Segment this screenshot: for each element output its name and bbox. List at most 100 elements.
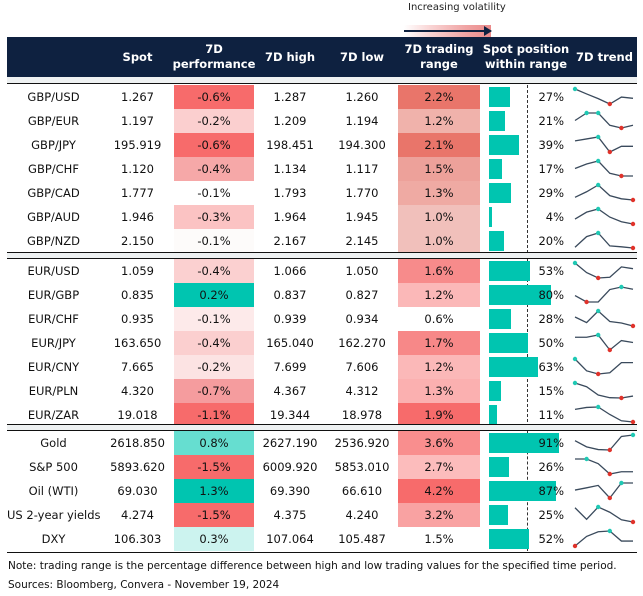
instrument-name: GBP/USD — [27, 90, 80, 104]
spot-value: 69.030 — [117, 484, 158, 498]
range-cell: 1.9% — [398, 403, 480, 427]
perf-cell: -0.4% — [174, 157, 254, 181]
low-value: 66.610 — [341, 484, 383, 498]
column-header: 7D trend — [576, 49, 633, 64]
trend-min-marker — [584, 299, 589, 305]
instrument-name: Gold — [40, 436, 67, 450]
perf-cell: -0.3% — [174, 205, 254, 229]
position-label: 50% — [538, 336, 564, 350]
trend-max-marker — [572, 380, 578, 386]
position-bar — [489, 231, 505, 251]
column-header: 7D trading range — [404, 42, 474, 71]
trend-line — [574, 286, 634, 303]
high-value: 198.451 — [266, 138, 314, 152]
trend-min-marker — [630, 519, 636, 525]
position-bar — [489, 405, 498, 425]
instrument-name: US 2-year yields — [7, 508, 101, 522]
column-header: Spot — [122, 49, 153, 64]
range-cell: 0.6% — [398, 307, 480, 331]
trend-sparkline — [572, 380, 634, 401]
trend-line — [574, 382, 634, 399]
range-cell: 1.3% — [398, 379, 480, 403]
range-cell: 1.6% — [398, 259, 480, 283]
section-separator — [7, 424, 637, 431]
table-row: EUR/USD 1.059 -0.4% 1.066 1.050 1.6% 53% — [7, 259, 637, 283]
position-label: 39% — [538, 138, 564, 152]
perf-cell: -0.1% — [174, 307, 254, 331]
trend-min-marker — [630, 419, 636, 425]
position-bar — [489, 309, 511, 329]
position-bar — [489, 207, 493, 227]
instrument-name: EUR/CHF — [28, 312, 79, 326]
trend-min-marker — [607, 101, 612, 107]
trend-max-marker — [596, 308, 601, 314]
trend-line — [575, 458, 633, 475]
table-row: GBP/CHF 1.120 -0.4% 1.134 1.117 1.5% 17% — [7, 157, 637, 181]
spot-value: 19.018 — [117, 408, 158, 422]
position-label: 4% — [545, 210, 564, 224]
position-label: 29% — [538, 186, 564, 200]
column-header: 7D performance — [172, 42, 256, 71]
trend-min-marker — [630, 245, 636, 251]
perf-cell: -1.5% — [174, 455, 254, 479]
column-header: 7D low — [339, 49, 385, 64]
low-value: 194.300 — [338, 138, 386, 152]
position-bar — [489, 457, 510, 477]
low-value: 1.117 — [345, 162, 379, 176]
position-label: 52% — [538, 532, 564, 546]
trend-min-marker — [596, 275, 601, 281]
instrument-name: EUR/GBP — [27, 288, 80, 302]
table-row: GBP/EUR 1.197 -0.2% 1.209 1.194 1.2% 21% — [7, 109, 637, 133]
perf-cell: -0.6% — [174, 133, 254, 157]
trend-sparkline — [574, 480, 633, 501]
trend-sparkline — [574, 230, 636, 251]
trend-line — [575, 334, 634, 351]
perf-cell: -1.1% — [174, 403, 254, 427]
range-cell: 1.5% — [398, 157, 480, 181]
range-cell: 1.0% — [398, 229, 480, 253]
position-bar — [489, 135, 520, 155]
trend-line — [574, 406, 634, 423]
table-row: EUR/ZAR 19.018 -1.1% 19.344 18.978 1.9% 11% — [7, 403, 637, 427]
trend-min-marker — [630, 323, 636, 329]
position-label: 53% — [538, 264, 564, 278]
position-label: 25% — [538, 508, 564, 522]
trend-line — [574, 530, 633, 547]
column-header: Spot position within range — [482, 42, 570, 71]
spot-value: 0.935 — [121, 312, 154, 326]
trend-sparkline — [572, 260, 634, 281]
position-bar — [489, 529, 530, 549]
footnote: Note: trading range is the percentage di… — [8, 560, 617, 572]
range-cell: 1.2% — [398, 283, 480, 307]
low-value: 1.260 — [345, 90, 379, 104]
low-value: 4.240 — [345, 508, 379, 522]
spot-value: 1.197 — [121, 114, 154, 128]
trend-line — [574, 160, 633, 177]
table-header: Spot 7D performance 7D high 7D low 7D tradin… — [7, 37, 637, 77]
spot-value: 1.946 — [121, 210, 154, 224]
high-value: 165.040 — [266, 336, 314, 350]
perf-cell: 0.8% — [174, 431, 254, 455]
high-value: 6009.920 — [262, 460, 318, 474]
trend-min-marker — [630, 197, 636, 203]
sources: Sources: Bloomberg, Convera - November 1… — [8, 579, 280, 591]
trend-min-marker — [619, 395, 624, 401]
trend-sparkline — [572, 528, 633, 549]
position-bar — [489, 481, 556, 501]
table-row: S&P 500 5893.620 -1.5% 6009.920 5853.010 2.7%… — [7, 455, 637, 479]
spot-value: 5893.620 — [110, 460, 165, 474]
perf-cell: -1.5% — [174, 503, 254, 527]
table-row: EUR/CNY 7.665 -0.2% 7.699 7.606 1.2% 63% — [7, 355, 637, 379]
trend-sparkline — [574, 404, 636, 425]
low-value: 1.194 — [345, 114, 379, 128]
trend-line — [574, 232, 634, 249]
instrument-name: GBP/CAD — [27, 186, 80, 200]
position-bar — [489, 87, 510, 107]
position-bar — [489, 159, 503, 179]
high-value: 1.209 — [273, 114, 307, 128]
arrow-head-icon — [484, 26, 492, 36]
range-cell: 4.2% — [398, 479, 480, 503]
position-label: 15% — [538, 384, 564, 398]
position-bar — [489, 333, 528, 353]
low-value: 7.606 — [345, 360, 379, 374]
